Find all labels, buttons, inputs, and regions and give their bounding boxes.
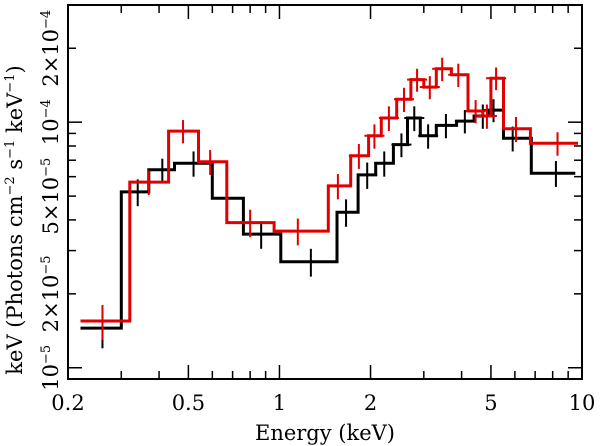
y-tick-mantissa: 10 [39,118,63,145]
axis-ticks [67,5,583,380]
y-tick-labels: 10−52×10−55×10−510−42×10−4 [39,10,63,391]
y-tick-label: 2×10−5 [39,255,63,332]
series-black [80,99,576,349]
x-axis-title: Energy (keV) [255,421,395,445]
y-tick-label: 10−5 [39,345,63,391]
y-tick-exponent: −4 [39,10,54,29]
y-axis-title: keV (Photons cm−2 s−1 keV−1) [3,65,27,374]
y-tick-label: 10−4 [39,99,63,145]
y-tick-exponent: −5 [39,345,54,364]
y-tick-exponent: −4 [39,99,54,118]
y-tick-exponent: −5 [39,158,54,177]
y-axis-title-part-2: s [3,159,27,176]
x-tick-label: 10 [569,391,596,415]
y-tick-label: 2×10−4 [39,10,63,87]
y-tick-exponent: −5 [39,255,54,274]
y-axis-title-part-1: −2 [3,176,18,195]
x-tick-label: 0.5 [172,391,205,415]
y-tick-mantissa: 10 [39,364,63,391]
y-axis-title-part-5: −1 [3,74,18,93]
y-tick-mantissa: 2×10 [39,275,63,333]
x-tick-labels: 0.2 0.5 1 2 5 10 [51,391,595,415]
y-tick-mantissa: 5×10 [39,177,63,235]
x-tick-label: 2 [364,391,377,415]
series-layer [80,57,578,349]
x-tick-label: 5 [484,391,497,415]
y-axis-title-part-6: ) [3,65,27,73]
x-tick-label: 1 [273,391,286,415]
y-axis-title-part-4: keV [3,92,27,140]
series-red [80,57,578,340]
y-tick-mantissa: 2×10 [39,29,63,87]
y-tick-label: 5×10−5 [39,158,63,235]
y-axis-title-part-0: keV (Photons cm [3,195,27,374]
series-red-step-line [80,67,578,323]
plot-frame [67,4,583,380]
x-tick-label: 0.2 [51,391,84,415]
y-axis-title-part-3: −1 [3,140,18,159]
